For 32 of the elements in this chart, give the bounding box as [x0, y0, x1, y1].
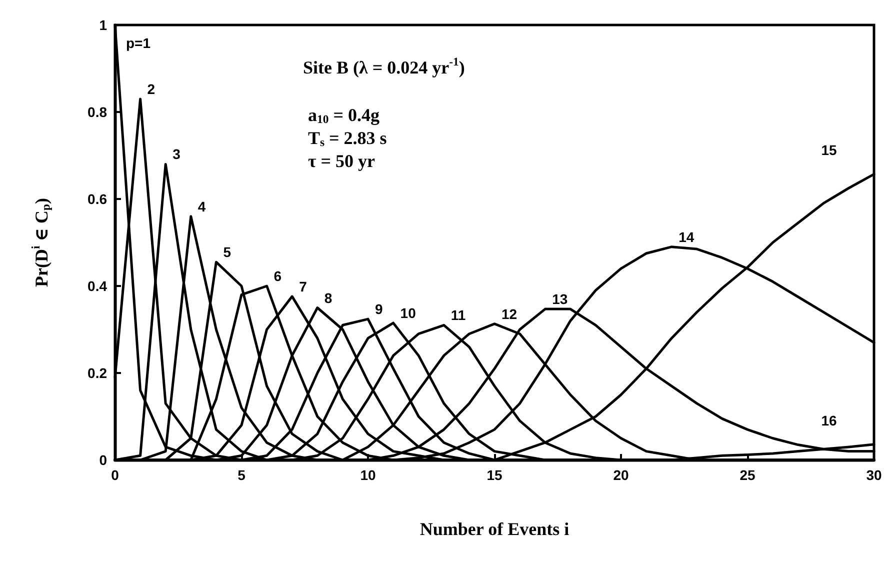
text: 15 [821, 142, 837, 158]
series-label: 9 [375, 301, 383, 318]
x-tick-label: 10 [360, 467, 376, 483]
y-tick-label: 0.6 [88, 191, 108, 207]
series-label: 11 [450, 307, 466, 324]
y-axis-title: Pr(Di ∈ Cp) [30, 198, 53, 288]
x-tick-label: 25 [740, 467, 756, 483]
x-tick-label: 30 [866, 467, 882, 483]
series-label: 3 [172, 146, 181, 162]
series-label: 10 [400, 304, 416, 321]
x-tick-label: 5 [238, 467, 246, 483]
series-label: 8 [324, 290, 332, 306]
series-label: 4 [198, 198, 206, 214]
series-label: 16 [821, 412, 837, 428]
y-tick-label: 0.4 [88, 278, 108, 294]
x-tick-label: 0 [111, 467, 120, 483]
series-label: 6 [274, 268, 282, 284]
series-label: 14 [678, 228, 694, 245]
x-tick-label: 20 [613, 467, 629, 483]
x-tick-label: 15 [486, 467, 502, 483]
annotation: τ = 50 yr [308, 151, 376, 171]
series-label: 2 [147, 80, 156, 97]
y-tick-label: 0.2 [88, 365, 108, 381]
y-tick-label: 0.8 [88, 104, 108, 120]
series-label: 7 [299, 278, 308, 294]
y-tick-label: 0 [99, 452, 108, 468]
x-axis-title: Number of Events i [420, 519, 570, 539]
series-label: 12 [502, 306, 518, 322]
y-tick-label: 1 [99, 17, 108, 33]
series-label: 5 [223, 244, 232, 260]
series-label: p=1 [126, 35, 151, 51]
series-label: 13 [552, 291, 568, 308]
